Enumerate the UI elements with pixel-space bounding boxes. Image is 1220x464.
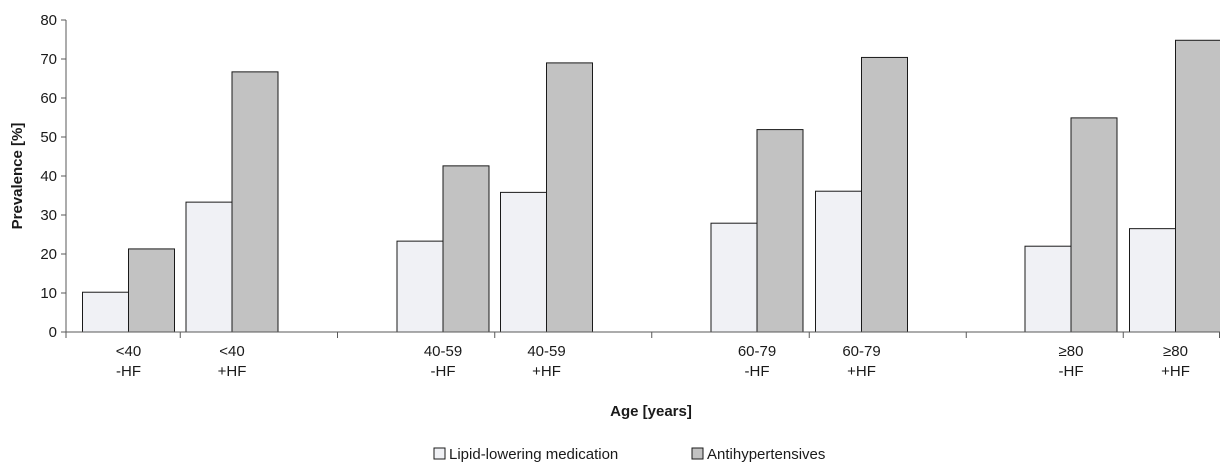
y-axis-title: Prevalence [%]: [9, 123, 26, 230]
legend-swatch-0: [433, 447, 446, 460]
x-tick-label-age: 40-59: [527, 343, 565, 360]
x-tick-label-age: <40: [116, 343, 141, 360]
bar-lipid-lowering-0: [82, 291, 129, 333]
x-axis: <40 -HF <40 +HF 40-59 -HF 40-59 +HF 60-79 -HF 60-7…: [65, 331, 1220, 380]
x-tick-label-hf: -HF: [116, 363, 141, 380]
y-tick-label: 70: [40, 51, 57, 68]
bar-antihypertensives-5: [861, 56, 908, 333]
x-tick-label-age: 40-59: [424, 343, 462, 360]
bar-antihypertensives-1: [231, 71, 279, 333]
y-tick-label: 30: [40, 207, 57, 224]
bar-antihypertensives-0: [128, 248, 175, 333]
x-tick-label-hf: -HF: [431, 363, 456, 380]
x-tick-label-hf: +HF: [847, 363, 876, 380]
x-tick-label-age: 60-79: [738, 343, 776, 360]
y-tick-label: 0: [49, 324, 57, 341]
x-tick-label-hf: +HF: [532, 363, 561, 380]
x-tick-label-hf: +HF: [1161, 363, 1190, 380]
x-tick-label-hf: -HF: [745, 363, 770, 380]
legend-swatch-1: [691, 447, 704, 460]
bar-lipid-lowering-1: [185, 201, 233, 333]
bar-lipid-lowering-2: [396, 240, 444, 333]
y-tick-label: 80: [40, 12, 57, 29]
bar-antihypertensives-7: [1175, 39, 1220, 333]
bars: [82, 39, 1220, 333]
y-tick-label: 20: [40, 246, 57, 263]
y-axis: 0 10 20 30 40 50 60 70 80: [40, 12, 67, 341]
x-tick-label-hf: +HF: [218, 363, 247, 380]
y-tick-label: 10: [40, 285, 57, 302]
x-tick-label-age: ≥80: [1059, 343, 1084, 360]
bar-lipid-lowering-7: [1129, 228, 1176, 333]
bar-lipid-lowering-4: [710, 222, 758, 333]
y-tick-label: 40: [40, 168, 57, 185]
legend-label-0: Lipid-lowering medication: [449, 446, 618, 463]
x-axis-title: Age [years]: [610, 403, 692, 420]
x-tick-label-age: 60-79: [842, 343, 880, 360]
bar-lipid-lowering-6: [1024, 245, 1072, 333]
legend-label-1: Antihypertensives: [707, 446, 825, 463]
x-tick-label-hf: -HF: [1059, 363, 1084, 380]
bar-lipid-lowering-5: [815, 190, 862, 333]
bar-antihypertensives-6: [1070, 117, 1118, 333]
y-tick-label: 50: [40, 129, 57, 146]
bar-antihypertensives-4: [756, 129, 804, 333]
bar-lipid-lowering-3: [500, 191, 547, 333]
x-tick-label-age: <40: [219, 343, 244, 360]
x-tick-label-age: ≥80: [1163, 343, 1188, 360]
legend: Lipid-lowering medication Antihypertensiv…: [433, 446, 825, 463]
bar-antihypertensives-3: [546, 62, 593, 333]
y-tick-label: 60: [40, 90, 57, 107]
bar-antihypertensives-2: [442, 165, 490, 333]
